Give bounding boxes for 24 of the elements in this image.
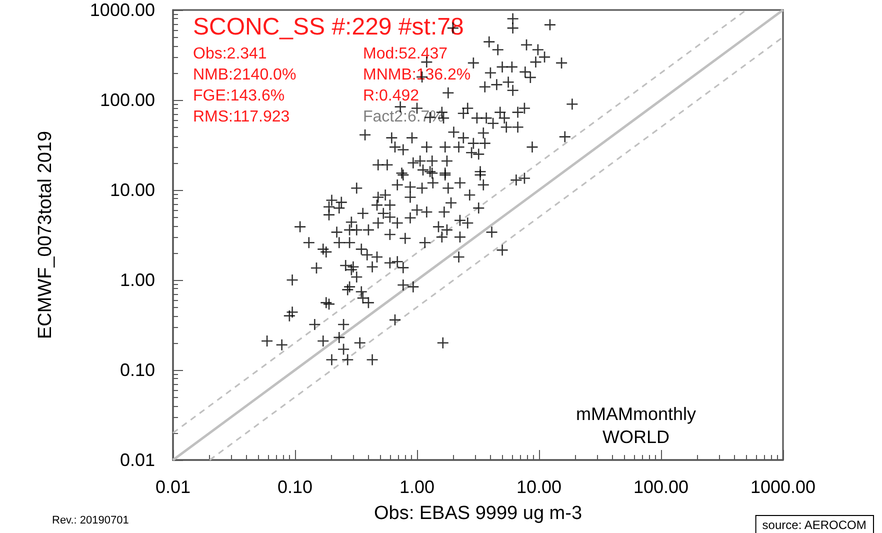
source-note: source: AEROCOM: [762, 518, 866, 532]
annotation: FGE:143.6%: [193, 88, 285, 104]
annotation: mMAMmonthly: [576, 404, 696, 424]
annotation: Obs:2.341: [193, 46, 267, 62]
x-tick-label: 100.00: [633, 477, 689, 497]
x-tick-label: 10.00: [516, 477, 562, 497]
x-tick-label: 0.10: [277, 477, 313, 497]
y-tick-label: 1.00: [120, 270, 155, 290]
annotation: R:0.492: [363, 88, 420, 104]
annotation: RMS:117.923: [193, 108, 290, 126]
x-tick-label: 1000.00: [750, 477, 816, 497]
x-tick-label: 1.00: [399, 477, 435, 497]
y-tick-label: 1000.00: [90, 0, 155, 20]
y-tick-label: 10.00: [110, 180, 155, 200]
y-tick-label: 0.01: [120, 450, 155, 470]
x-tick-label: 0.01: [155, 477, 191, 497]
y-tick-label: 0.10: [120, 360, 155, 380]
y-tick-label: 100.00: [100, 90, 155, 110]
annotation: Mod:52.437: [363, 46, 448, 62]
annotation: NMB:2140.0%: [193, 66, 296, 84]
y-axis-title: ECMWF_0073total 2019: [35, 130, 56, 340]
x-axis-title: Obs: EBAS 9999 ug m-3: [374, 503, 582, 524]
annotation: WORLD: [602, 427, 670, 447]
text: Rev.: 20190701: [52, 514, 129, 526]
